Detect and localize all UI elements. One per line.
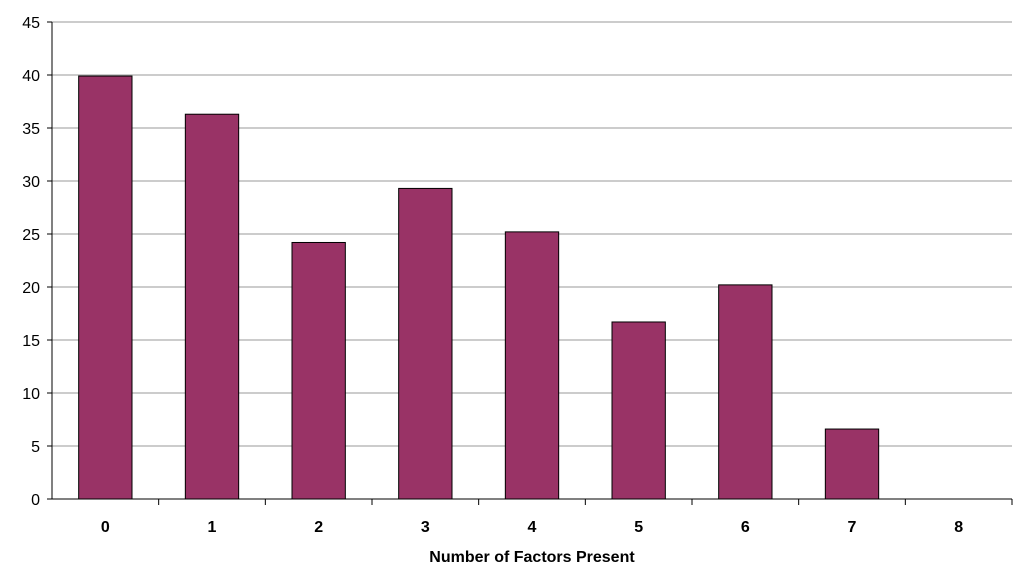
bar-1 [184,113,240,500]
bar-4 [504,231,560,500]
x-tick-label: 1 [208,519,217,536]
x-tick-label: 3 [421,519,430,536]
x-tick-label: 2 [314,519,323,536]
y-tick-label: 0 [31,492,40,509]
y-tick-label: 20 [22,280,40,297]
bar-3 [398,187,453,500]
y-tick-label: 30 [22,174,40,191]
bar-2 [291,241,346,500]
y-tick-labels: 0 5 10 15 20 25 30 35 40 45 [22,15,40,509]
y-tick-label: 25 [22,227,40,244]
y-tick-label: 5 [31,439,40,456]
axes [47,21,1013,505]
x-tick-labels: 0 1 2 3 4 5 6 7 8 [101,519,963,536]
bar-5 [611,321,666,500]
y-tick-label: 35 [22,121,40,138]
y-tick-label: 15 [22,333,40,350]
y-tick-label: 40 [22,68,40,85]
x-tick-label: 6 [741,519,750,536]
bar-7 [824,428,880,500]
bars [78,75,880,500]
x-tick-label: 5 [634,519,643,536]
y-tick-label: 10 [22,386,40,403]
y-tick-label: 45 [22,15,40,32]
x-tick-label: 4 [528,519,537,536]
bar-0 [78,75,133,500]
x-tick-label: 0 [101,519,110,536]
x-axis-title: Number of Factors Present [429,549,635,566]
bar-6 [718,284,773,500]
x-tick-label: 7 [848,519,857,536]
x-tick-label: 8 [954,519,963,536]
